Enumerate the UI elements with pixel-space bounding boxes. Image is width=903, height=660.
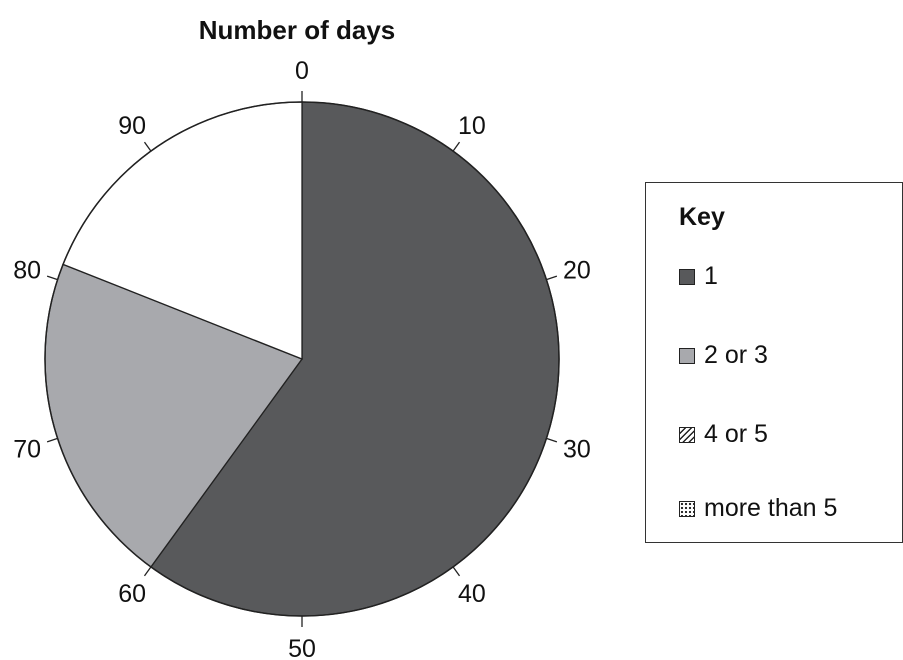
tick-mark [452,141,461,152]
legend-swatch-hatched [679,426,695,443]
tick-label: 30 [563,435,591,463]
legend-label: more than 5 [704,494,838,522]
legend-swatch-dotted [679,500,695,517]
tick-label: 80 [13,257,41,285]
legend-item-1: 1 [679,262,718,291]
tick-label: 60 [118,580,146,608]
legend-label: 4 or 5 [704,420,768,448]
tick-mark [46,437,58,443]
legend-swatch-light [679,347,695,364]
legend-item-2-or-3: 2 or 3 [679,341,768,370]
tick-mark [46,275,58,281]
tick-mark [452,566,461,577]
legend-swatch-dark [679,268,695,285]
tick-label: 70 [13,435,41,463]
chart-title: Number of days [199,15,396,45]
legend-label: 2 or 3 [704,341,768,369]
tick-mark [546,275,558,281]
tick-label: 40 [458,580,486,608]
tick-label: 90 [118,112,146,140]
tick-mark [143,566,152,577]
legend-title: Key [679,203,725,231]
legend-item-4-or-5: 4 or 5 [679,420,768,449]
tick-label: 50 [288,635,316,660]
tick-label: 0 [295,57,309,85]
tick-label: 20 [563,257,591,285]
tick-label: 10 [458,112,486,140]
legend-item-more-than-5: more than 5 [679,494,837,523]
legend: Key 1 2 or 3 4 or 5 more than 5 [645,182,903,543]
tick-mark [546,437,558,443]
tick-mark [143,141,152,152]
legend-label: 1 [704,262,718,290]
